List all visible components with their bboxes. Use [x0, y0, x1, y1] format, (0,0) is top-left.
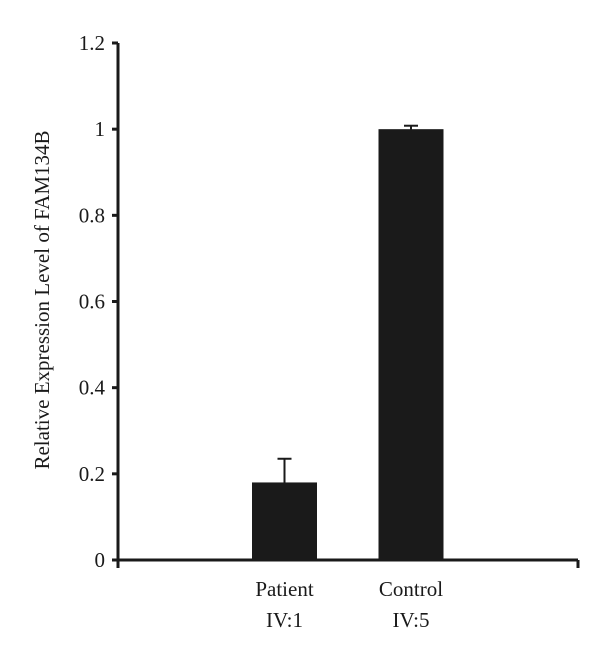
y-tick-label: 0.2	[79, 462, 105, 486]
bar	[378, 129, 444, 560]
y-tick-label: 0.6	[79, 290, 105, 314]
x-category-label: Control	[379, 577, 443, 601]
y-tick-label: 0.8	[79, 203, 105, 227]
error-bars	[277, 124, 418, 507]
y-axis-title: Relative Expression Level of FAM134B	[30, 130, 54, 469]
x-category-sublabel: IV:5	[393, 608, 430, 632]
x-category-sublabel: IV:1	[266, 608, 303, 632]
x-axis: Patient IV:1 Control IV:5	[116, 558, 580, 632]
y-axis: 0 0.2 0.4 0.6 0.8 1 1.2	[79, 31, 120, 572]
y-tick-label: 1	[95, 117, 106, 141]
y-tick-label: 1.2	[79, 31, 105, 55]
bars	[252, 129, 444, 560]
y-tick-label: 0	[95, 548, 106, 572]
x-category-label: Patient	[255, 577, 313, 601]
y-tick-label: 0.4	[79, 376, 106, 400]
